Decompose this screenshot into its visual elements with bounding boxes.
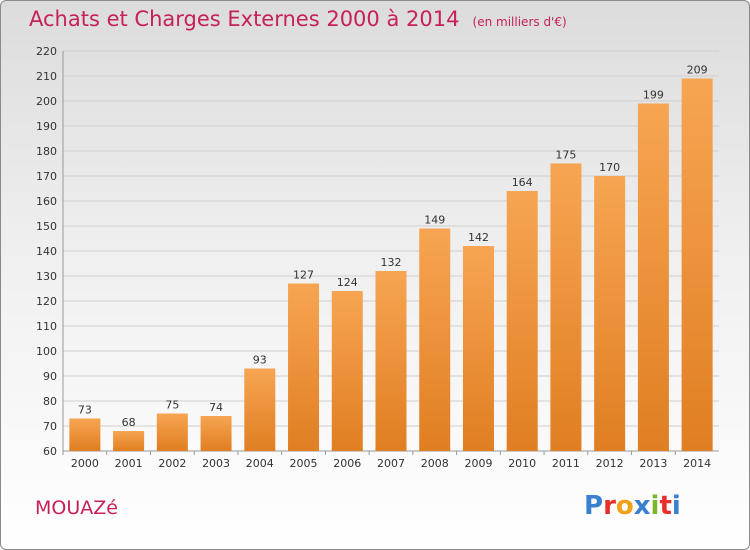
x-tick-label: 2009 bbox=[464, 457, 492, 470]
y-tick-label: 170 bbox=[36, 170, 57, 183]
value-label: 68 bbox=[122, 416, 136, 429]
logo-letter: x bbox=[633, 491, 651, 521]
value-label: 175 bbox=[555, 149, 576, 162]
y-tick-label: 180 bbox=[36, 145, 57, 158]
x-tick-label: 2014 bbox=[683, 457, 711, 470]
proxiti-logo[interactable]: Proxiti bbox=[584, 491, 681, 521]
title-text: Achats et Charges Externes 2000 à 2014 bbox=[29, 7, 460, 31]
x-tick-label: 2008 bbox=[421, 457, 449, 470]
label-layer: 73 2000 68 2001 75 2002 74 2003 93 2004 127 2005 124… bbox=[71, 64, 711, 471]
chart-title: Achats et Charges Externes 2000 à 2014 (… bbox=[29, 7, 567, 31]
value-label: 142 bbox=[468, 231, 489, 244]
bar-2004 bbox=[244, 368, 276, 451]
x-tick-label: 2013 bbox=[639, 457, 667, 470]
value-label: 149 bbox=[424, 214, 445, 227]
y-tick-label: 70 bbox=[43, 420, 57, 433]
bar-2014 bbox=[681, 78, 713, 451]
value-label: 164 bbox=[512, 176, 533, 189]
y-tick-label: 190 bbox=[36, 120, 57, 133]
y-tick-label: 60 bbox=[43, 445, 57, 458]
y-tick-label: 200 bbox=[36, 95, 57, 108]
y-tick-label: 220 bbox=[36, 45, 57, 58]
bar-2002 bbox=[156, 413, 188, 451]
value-label: 93 bbox=[253, 354, 267, 367]
bar-2013 bbox=[637, 103, 669, 451]
x-tick-label: 2011 bbox=[552, 457, 580, 470]
value-label: 74 bbox=[209, 401, 223, 414]
value-label: 209 bbox=[687, 64, 708, 77]
x-tick-label: 2007 bbox=[377, 457, 405, 470]
y-tick-label: 90 bbox=[43, 370, 57, 383]
commune-name: MOUAZé bbox=[35, 497, 118, 519]
y-tick-label: 210 bbox=[36, 70, 57, 83]
y-tick-label: 140 bbox=[36, 245, 57, 258]
x-tick-label: 2004 bbox=[246, 457, 274, 470]
y-tick-label: 130 bbox=[36, 270, 57, 283]
value-label: 127 bbox=[293, 269, 314, 282]
bar-2003 bbox=[200, 416, 232, 451]
bar-2000 bbox=[69, 418, 101, 451]
y-tick-label: 110 bbox=[36, 320, 57, 333]
bar-2007 bbox=[375, 271, 407, 451]
unit-text: (en milliers d'€) bbox=[472, 15, 567, 29]
logo-letter: o bbox=[615, 491, 634, 521]
logo-letter: t bbox=[659, 491, 672, 521]
x-tick-label: 2000 bbox=[71, 457, 99, 470]
x-tick-label: 2005 bbox=[290, 457, 318, 470]
y-tick-label: 150 bbox=[36, 220, 57, 233]
logo-letter: P bbox=[584, 491, 604, 521]
x-tick-label: 2001 bbox=[115, 457, 143, 470]
axis-layer: 60 70 80 90 100 110 120 130 140 150 160 170 180 190 20… bbox=[36, 45, 719, 458]
value-label: 132 bbox=[381, 256, 402, 269]
value-label: 73 bbox=[78, 404, 92, 417]
bar-2010 bbox=[506, 191, 538, 451]
bar-layer bbox=[69, 78, 713, 451]
x-tick-label: 2003 bbox=[202, 457, 230, 470]
bar-2012 bbox=[594, 176, 626, 451]
value-label: 75 bbox=[165, 399, 179, 412]
x-tick-label: 2006 bbox=[333, 457, 361, 470]
bar-2008 bbox=[419, 228, 451, 451]
y-tick-label: 120 bbox=[36, 295, 57, 308]
logo-letter: i bbox=[671, 491, 681, 521]
logo-letter: r bbox=[603, 491, 616, 521]
bar-2005 bbox=[288, 283, 320, 451]
x-tick-label: 2010 bbox=[508, 457, 536, 470]
logo-letter: i bbox=[650, 491, 660, 521]
bar-2006 bbox=[331, 291, 363, 451]
x-tick-label: 2012 bbox=[596, 457, 624, 470]
x-tick-label: 2002 bbox=[158, 457, 186, 470]
y-tick-label: 100 bbox=[36, 345, 57, 358]
bar-2009 bbox=[462, 246, 494, 451]
value-label: 199 bbox=[643, 89, 664, 102]
value-label: 170 bbox=[599, 161, 620, 174]
y-tick-label: 80 bbox=[43, 395, 57, 408]
value-label: 124 bbox=[337, 276, 358, 289]
bar-2011 bbox=[550, 163, 582, 451]
bar-2001 bbox=[113, 431, 145, 451]
y-tick-label: 160 bbox=[36, 195, 57, 208]
